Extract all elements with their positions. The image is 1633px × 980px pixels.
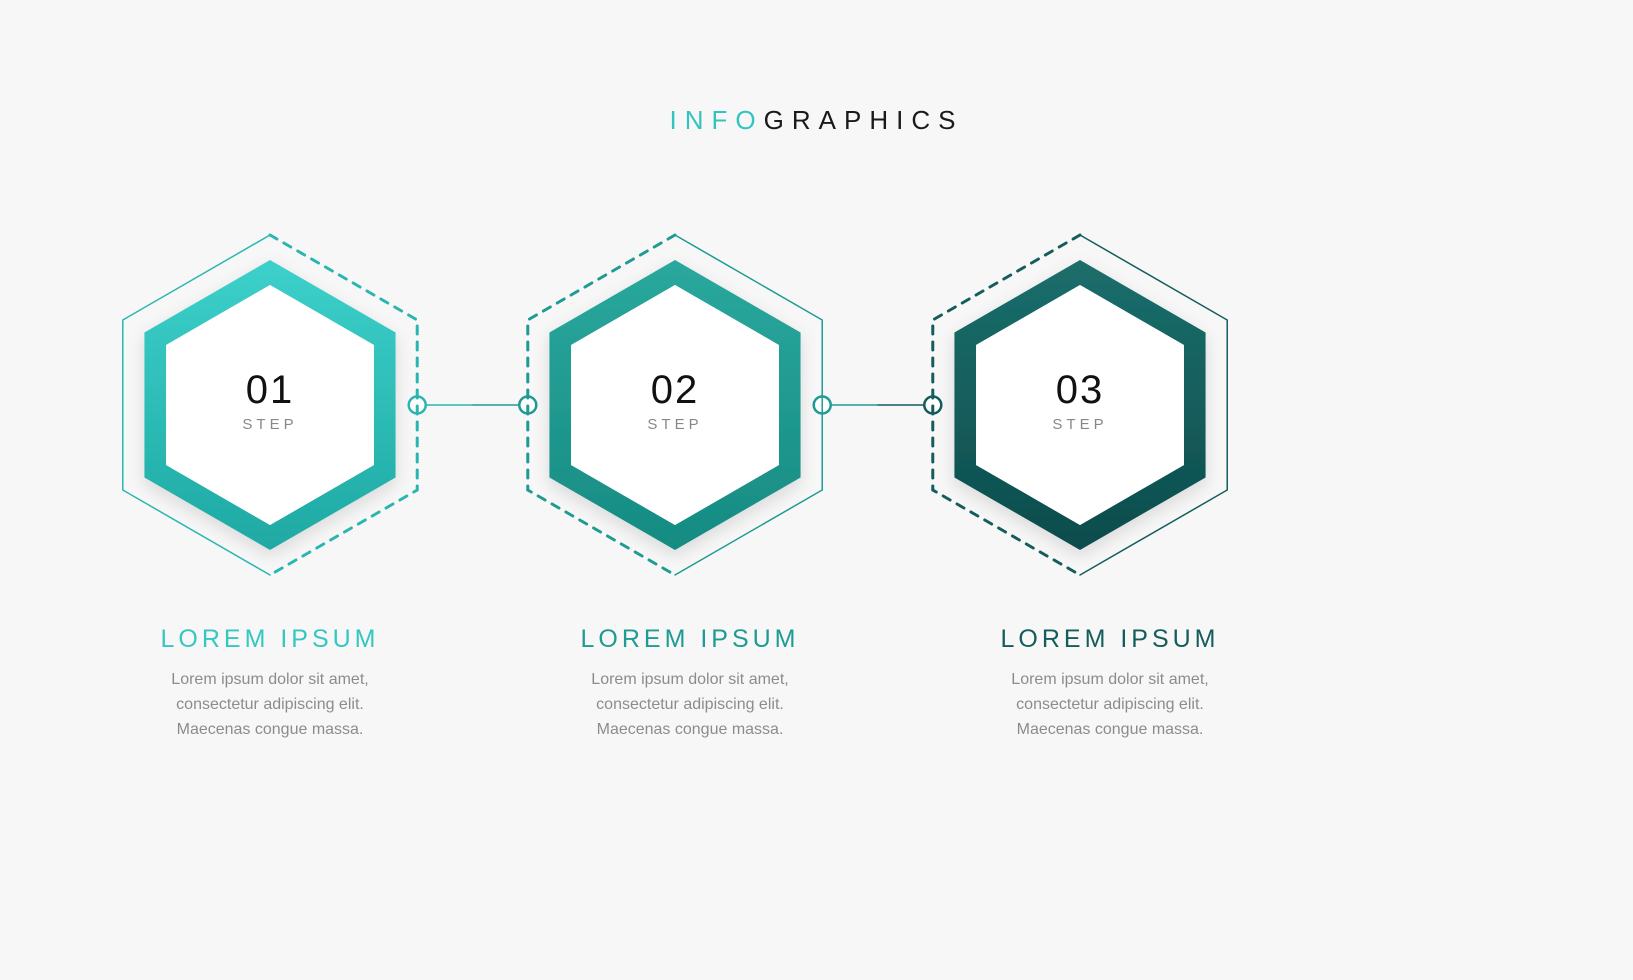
caption-3: LOREM IPSUM Lorem ipsum dolor sit amet, c… xyxy=(900,625,1320,742)
caption-1: LOREM IPSUM Lorem ipsum dolor sit amet, c… xyxy=(60,625,480,742)
title-accent: INFO xyxy=(670,105,764,135)
step-label: STEP xyxy=(1052,416,1107,433)
step-label: STEP xyxy=(242,416,297,433)
caption-2: LOREM IPSUM Lorem ipsum dolor sit amet, c… xyxy=(480,625,900,742)
step-hex-2: 02 STEP xyxy=(528,235,822,575)
step-number: 01 xyxy=(246,368,295,412)
caption-title: LOREM IPSUM xyxy=(480,625,900,654)
title-rest: GRAPHICS xyxy=(764,105,964,135)
caption-body: Lorem ipsum dolor sit amet, consectetur … xyxy=(900,668,1320,742)
infographic-page: INFOGRAPHICS 01 STEP 02 STEP 03 STEP LOREM IP… xyxy=(0,0,1633,980)
caption-body: Lorem ipsum dolor sit amet, consectetur … xyxy=(60,668,480,742)
steps-diagram: 01 STEP 02 STEP 03 STEP xyxy=(0,200,1633,620)
step-number: 02 xyxy=(651,368,700,412)
step-hex-1: 01 STEP xyxy=(123,235,417,575)
caption-body: Lorem ipsum dolor sit amet, consectetur … xyxy=(480,668,900,742)
page-title: INFOGRAPHICS xyxy=(0,105,1633,136)
step-hex-3: 03 STEP xyxy=(933,235,1227,575)
captions-row: LOREM IPSUMLorem ipsum dolor sit amet, c… xyxy=(0,625,1633,742)
caption-title: LOREM IPSUM xyxy=(60,625,480,654)
connector-0 xyxy=(409,397,537,414)
caption-title: LOREM IPSUM xyxy=(900,625,1320,654)
step-number: 03 xyxy=(1056,368,1105,412)
connector-1 xyxy=(814,397,942,414)
step-label: STEP xyxy=(647,416,702,433)
